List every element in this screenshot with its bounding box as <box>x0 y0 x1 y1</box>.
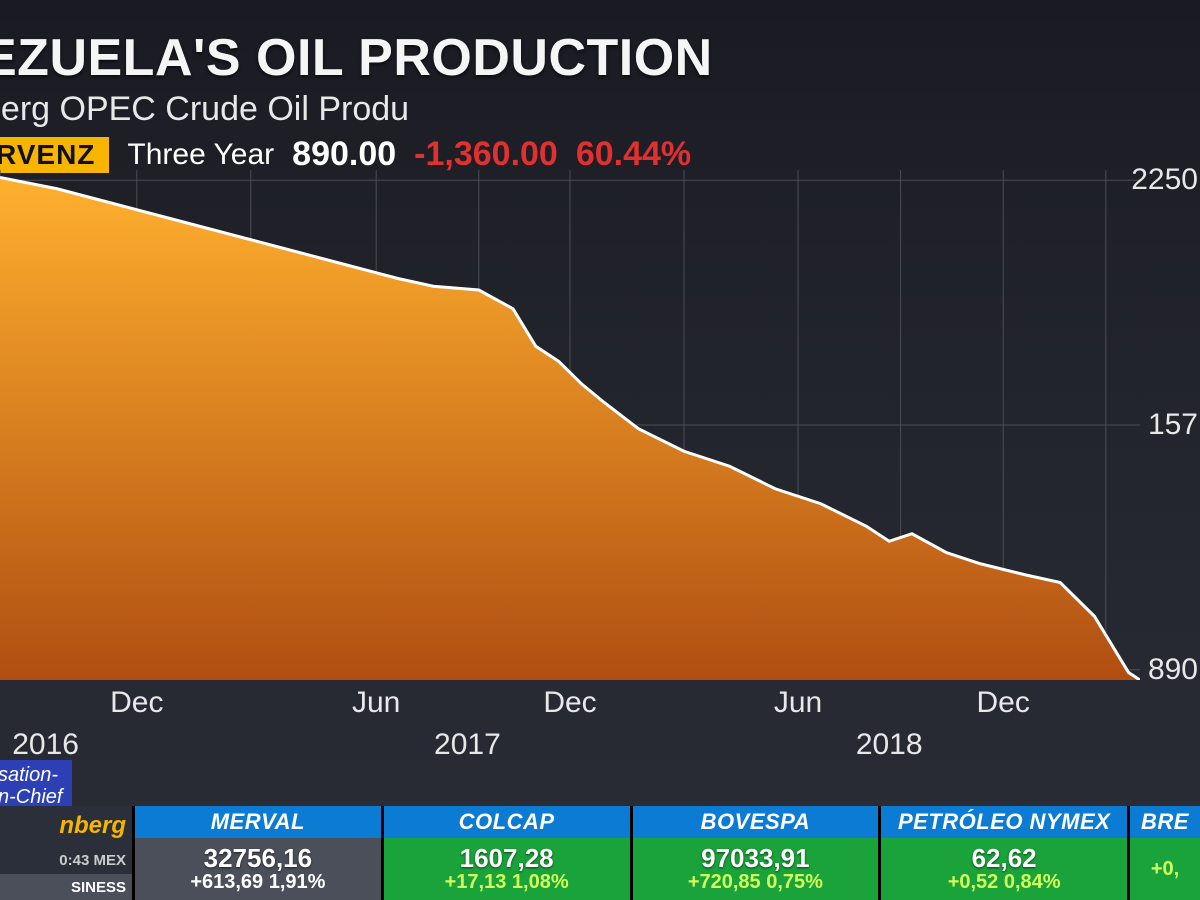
ticker-cell: COLCAP1607,28+17,13 1,08% <box>381 806 630 900</box>
chart-plot: 2250157890 <box>0 170 1140 680</box>
ticker-cell: PETRÓLEO NYMEX62,62+0,52 0,84% <box>878 806 1127 900</box>
ticker-change: +720,85 0,75% <box>688 872 823 893</box>
area-chart-svg <box>0 170 1140 680</box>
y-tick-label: 2250 <box>1131 163 1198 197</box>
ticker-cell: BOVESPA97033,91+720,85 0,75% <box>630 806 879 900</box>
ticker-name: MERVAL <box>135 806 381 838</box>
x-axis: Dec Jun Dec Jun Dec 2016 2017 2018 <box>0 686 1140 796</box>
chart-title: EZUELA'S OIL PRODUCTION <box>0 28 1200 88</box>
ticker-cell: MERVAL32756,16+613,69 1,91% <box>132 806 381 900</box>
ticker-value: 1607,28 <box>460 845 554 872</box>
y-tick-label: 157 <box>1148 408 1198 442</box>
ticker-change: +613,69 1,91% <box>190 872 325 893</box>
x-year-label: 2016 <box>12 728 79 762</box>
y-tick-label: 890 <box>1148 653 1198 687</box>
last-price: 890.00 <box>292 135 396 174</box>
x-tick-label: Dec <box>110 686 163 720</box>
ticker-name: BRE <box>1130 806 1200 838</box>
x-year-label: 2017 <box>434 728 501 762</box>
ticker-change: +0, <box>1151 859 1179 880</box>
clock-label: 0:43 MEX <box>0 846 132 874</box>
x-tick-label: Dec <box>977 686 1030 720</box>
ticker-name: PETRÓLEO NYMEX <box>881 806 1127 838</box>
ticker-value: 62,62 <box>972 845 1037 872</box>
ticker-change: +17,13 1,08% <box>445 872 569 893</box>
net-change: -1,360.00 <box>414 135 558 174</box>
period-label: Three Year <box>127 138 274 172</box>
chart-info-row: RVENZ Three Year 890.00 -1,360.00 60.44% <box>0 135 1200 174</box>
ticker-body: 32756,16+613,69 1,91% <box>135 838 381 900</box>
x-tick-label: Dec <box>543 686 596 720</box>
chart-subtitle: berg OPEC Crude Oil Produ <box>0 90 1200 129</box>
ticker-body: 1607,28+17,13 1,08% <box>384 838 630 900</box>
brand-tag: SINESS <box>0 874 132 900</box>
ticker-value: 32756,16 <box>204 845 312 872</box>
ticker-name: BOVESPA <box>633 806 879 838</box>
ticker-body: 62,62+0,52 0,84% <box>881 838 1127 900</box>
ticker-name: COLCAP <box>384 806 630 838</box>
role-badge: sation- n-Chief <box>0 760 72 812</box>
ticker-value: 97033,91 <box>701 845 809 872</box>
brand-label: nberg <box>0 806 132 846</box>
x-tick-label: Jun <box>774 686 822 720</box>
ticker-cell: BRE +0, <box>1127 806 1200 900</box>
ticker-badge: RVENZ <box>0 137 109 173</box>
ticker-brand-block: nberg 0:43 MEX SINESS <box>0 806 132 900</box>
ticker-body: 97033,91+720,85 0,75% <box>633 838 879 900</box>
x-tick-label: Jun <box>352 686 400 720</box>
pct-change: 60.44% <box>576 135 691 174</box>
chart-header: EZUELA'S OIL PRODUCTION berg OPEC Crude … <box>0 28 1200 174</box>
market-ticker-bar: nberg 0:43 MEX SINESS MERVAL32756,16+613… <box>0 806 1200 900</box>
terminal-screen: { "header": { "title": "EZUELA'S OIL PRO… <box>0 0 1200 900</box>
x-year-label: 2018 <box>856 728 923 762</box>
ticker-body: +0, <box>1130 838 1200 900</box>
ticker-change: +0,52 0,84% <box>948 872 1061 893</box>
